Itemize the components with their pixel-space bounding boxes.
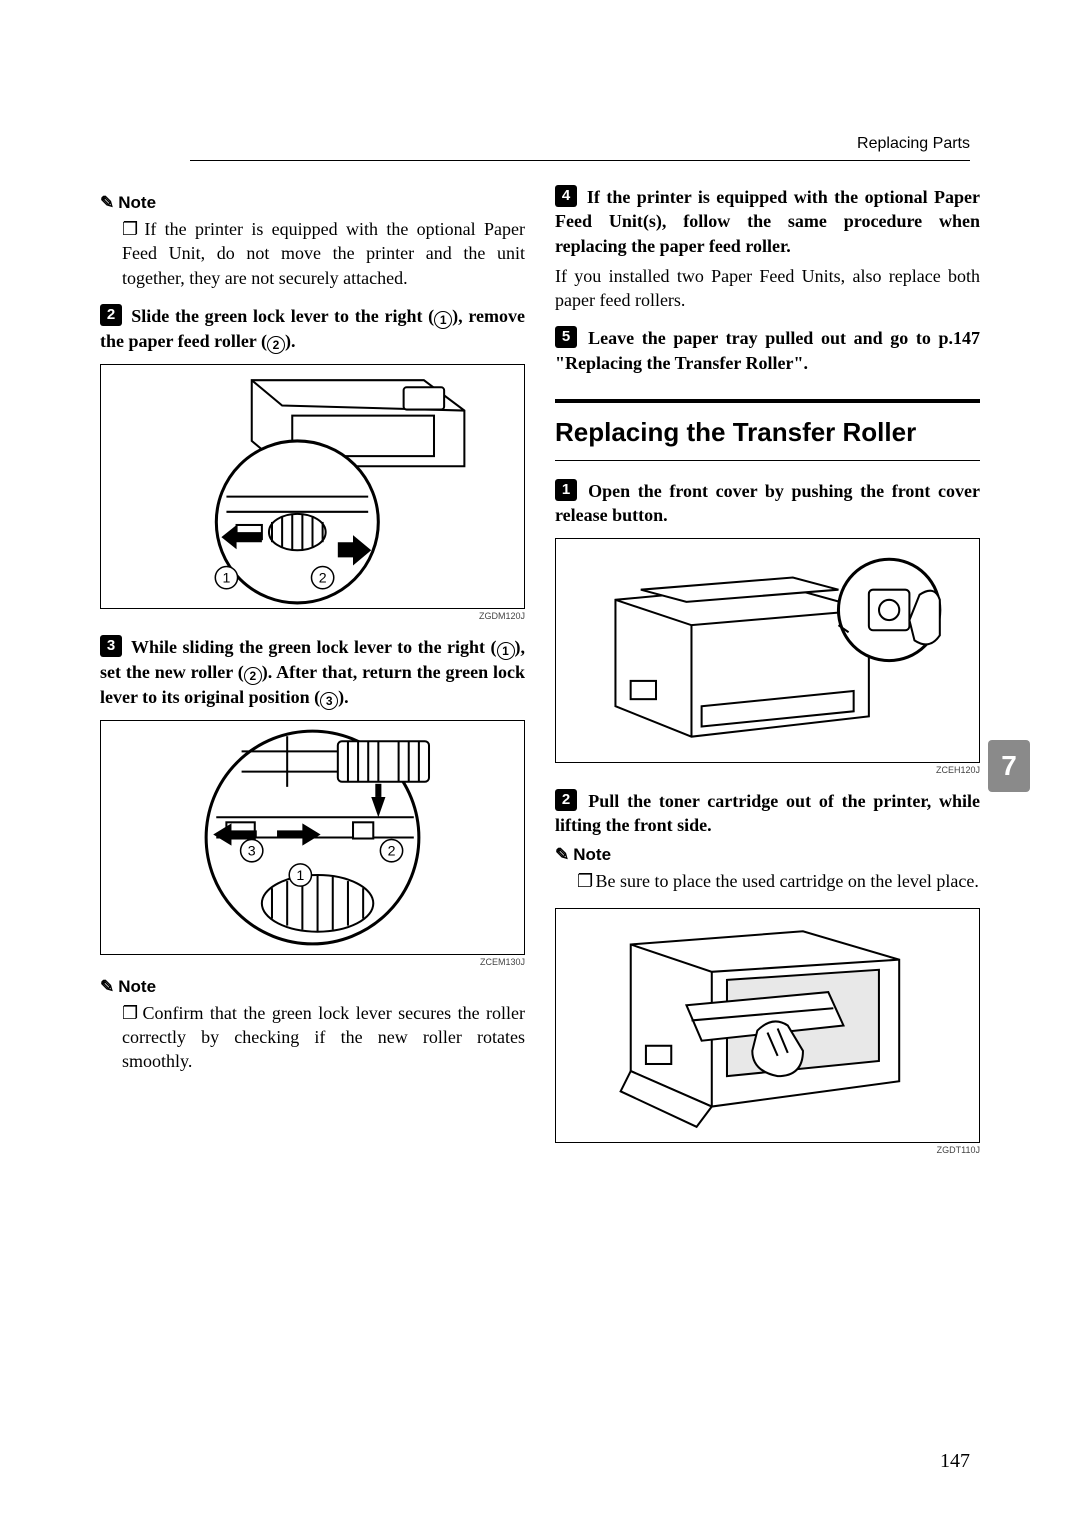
right-column: 4 If the printer is equipped with the op… <box>555 185 980 1165</box>
content-columns: ✎ Note ❐ If the printer is equipped with… <box>100 185 980 1165</box>
step-text: Slide the green lock lever to the right … <box>100 306 525 351</box>
circled-2-icon: 2 <box>267 336 285 354</box>
note-text: Confirm that the green lock lever secure… <box>122 1003 525 1072</box>
figure-caption-1: ZGDM120J <box>100 611 525 621</box>
printer-roller-diagram-icon: 1 2 <box>101 365 524 608</box>
step-number: 5 <box>555 326 577 348</box>
toner-remove-diagram-icon <box>556 909 979 1142</box>
header-rule <box>190 160 970 161</box>
figure-lock-lever: 1 2 <box>100 364 525 609</box>
step-text: Pull the toner cartridge out of the prin… <box>555 791 980 835</box>
figure-caption-2: ZCEM130J <box>100 957 525 967</box>
svg-text:2: 2 <box>319 571 327 587</box>
note-label-text: Note <box>118 193 156 213</box>
header-section: Replacing Parts <box>857 135 970 153</box>
note-text: Be sure to place the used cartridge on t… <box>596 871 979 891</box>
step-2: 2 Slide the green lock lever to the righ… <box>100 304 525 354</box>
svg-text:2: 2 <box>388 844 396 860</box>
step-number: 4 <box>555 185 577 207</box>
step-number: 3 <box>100 635 122 657</box>
step-text: While sliding the green lock lever to th… <box>100 637 525 707</box>
step-2r: 2 Pull the toner cartridge out of the pr… <box>555 789 980 838</box>
note-label-text: Note <box>573 845 611 865</box>
figure-front-cover <box>555 538 980 763</box>
note-body-1: ❐ If the printer is equipped with the op… <box>122 217 525 290</box>
note-text: If the printer is equipped with the opti… <box>122 219 525 288</box>
step-text: Leave the paper tray pulled out and go t… <box>555 328 980 372</box>
circled-2-icon: 2 <box>244 667 262 685</box>
step-text: If the printer is equipped with the opti… <box>555 187 980 256</box>
printer-front-cover-icon <box>556 539 979 762</box>
note-label-1: ✎ Note <box>100 193 525 213</box>
step-number: 1 <box>555 479 577 501</box>
step-4: 4 If the printer is equipped with the op… <box>555 185 980 312</box>
figure-set-roller: 3 2 1 <box>100 720 525 955</box>
left-column: ✎ Note ❐ If the printer is equipped with… <box>100 185 525 1165</box>
bullet-icon: ❐ <box>122 217 136 241</box>
step-number: 2 <box>100 304 122 326</box>
step-1r: 1 Open the front cover by pushing the fr… <box>555 479 980 528</box>
circled-1-icon: 1 <box>434 311 452 329</box>
roller-install-diagram-icon: 3 2 1 <box>101 721 524 954</box>
note-body-2: ❐ Confirm that the green lock lever secu… <box>122 1001 525 1074</box>
section-title: Replacing the Transfer Roller <box>555 399 980 461</box>
note-label-2: ✎ Note <box>100 977 525 997</box>
step-number: 2 <box>555 789 577 811</box>
pencil-icon: ✎ <box>100 977 114 997</box>
svg-text:3: 3 <box>248 844 256 860</box>
bullet-icon: ❐ <box>122 1001 136 1025</box>
circled-3-icon: 3 <box>320 692 338 710</box>
step-text: Open the front cover by pushing the fron… <box>555 481 980 525</box>
svg-text:1: 1 <box>223 571 231 587</box>
figure-caption-3: ZCEH120J <box>555 765 980 775</box>
bullet-icon: ❐ <box>577 869 591 893</box>
step-body: If you installed two Paper Feed Units, a… <box>555 264 980 313</box>
page-number: 147 <box>940 1450 970 1473</box>
pencil-icon: ✎ <box>100 193 114 213</box>
step-5: 5 Leave the paper tray pulled out and go… <box>555 326 980 375</box>
step-3: 3 While sliding the green lock lever to … <box>100 635 525 710</box>
circled-1-icon: 1 <box>497 642 515 660</box>
figure-toner-remove <box>555 908 980 1143</box>
note-label-text: Note <box>118 977 156 997</box>
svg-text:1: 1 <box>296 868 304 884</box>
chapter-tab: 7 <box>988 740 1030 792</box>
note-body-3: ❐ Be sure to place the used cartridge on… <box>577 869 980 893</box>
note-label-3: ✎ Note <box>555 845 980 865</box>
figure-caption-4: ZGDT110J <box>555 1145 980 1155</box>
pencil-icon: ✎ <box>555 845 569 865</box>
